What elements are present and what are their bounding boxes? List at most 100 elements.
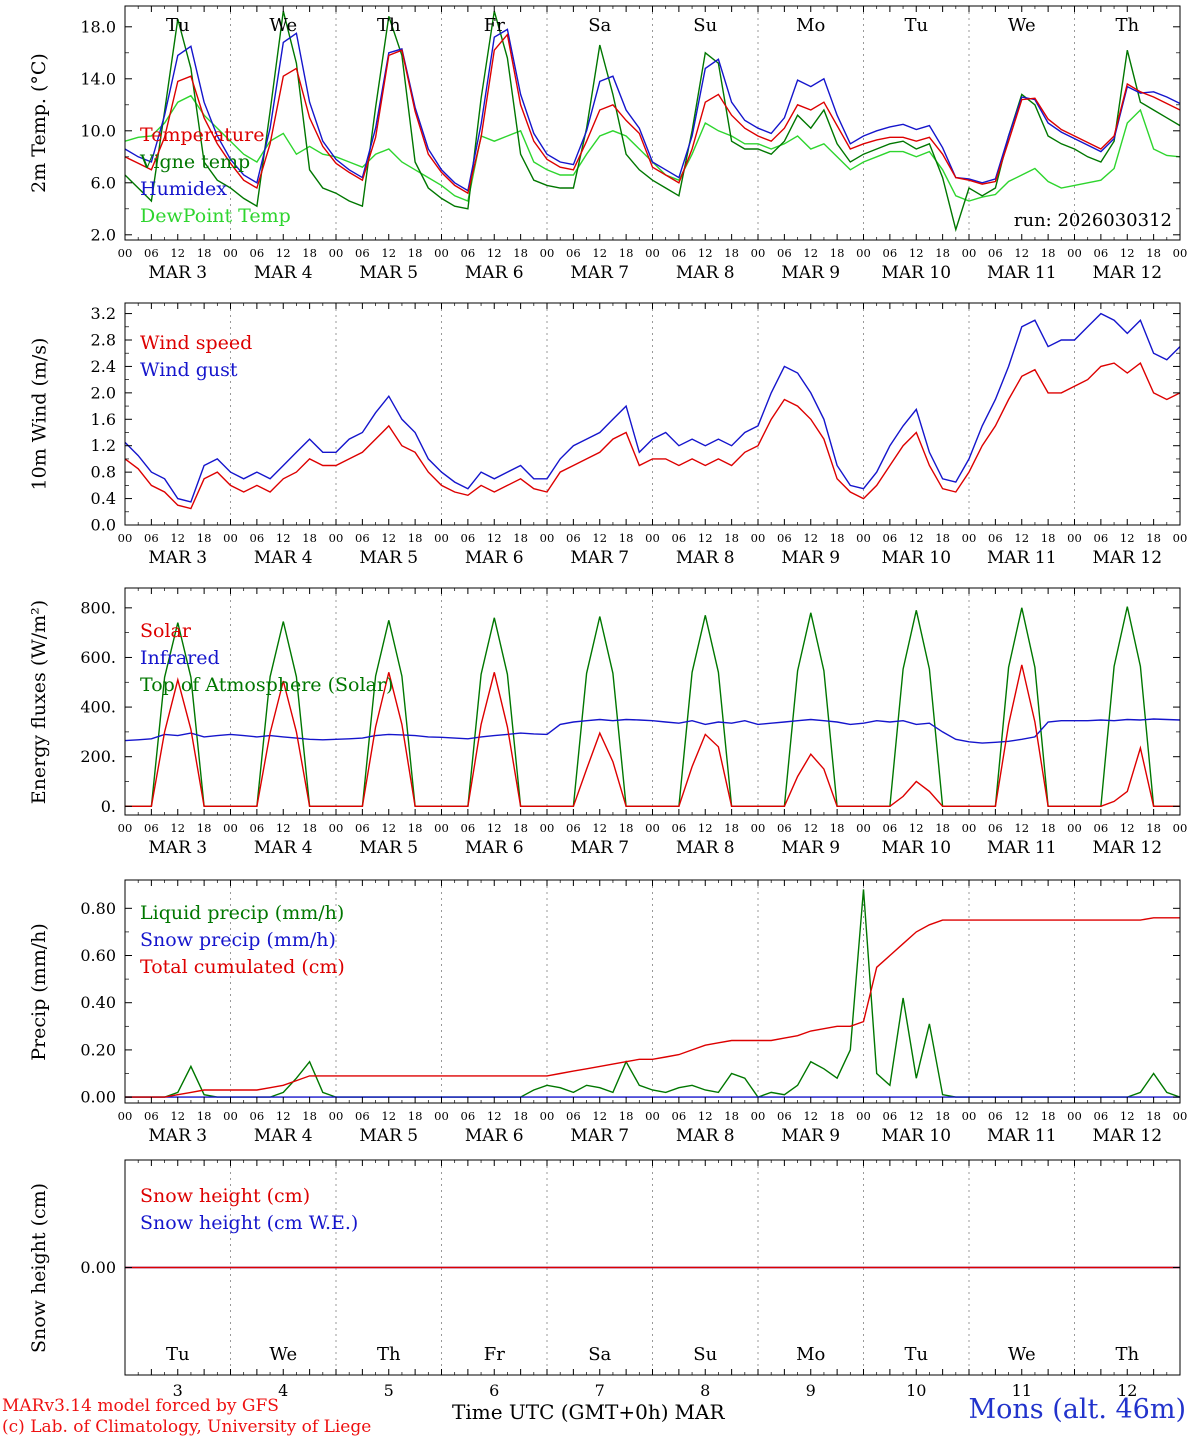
svg-text:MAR 5: MAR 5 (359, 548, 418, 568)
y-axis-title-energy: Energy fluxes (W/m²) (12, 588, 66, 815)
svg-text:MAR 12: MAR 12 (1092, 838, 1162, 858)
svg-text:00: 00 (962, 1109, 977, 1123)
svg-text:2.0: 2.0 (91, 225, 116, 244)
legend-energy-panel: Solar Infrared Top of Atmosphere (Solar) (140, 618, 393, 699)
svg-text:400.: 400. (80, 698, 116, 717)
svg-text:MAR 4: MAR 4 (254, 838, 313, 858)
svg-text:3.2: 3.2 (91, 304, 116, 323)
svg-text:MAR 9: MAR 9 (781, 263, 840, 283)
svg-text:00: 00 (856, 246, 871, 260)
svg-text:0.20: 0.20 (80, 1040, 116, 1059)
svg-text:0.00: 0.00 (80, 1088, 116, 1107)
svg-text:MAR 3: MAR 3 (148, 838, 207, 858)
svg-text:We: We (269, 15, 297, 36)
svg-text:MAR 5: MAR 5 (359, 1126, 418, 1146)
svg-text:12: 12 (1014, 531, 1029, 545)
svg-text:18: 18 (830, 821, 845, 835)
svg-text:06: 06 (250, 246, 265, 260)
svg-text:4: 4 (278, 1381, 288, 1400)
credit-line-2: (c) Lab. of Climatology, University of L… (2, 1417, 372, 1437)
svg-text:00: 00 (962, 531, 977, 545)
svg-text:MAR 9: MAR 9 (781, 838, 840, 858)
svg-text:06: 06 (672, 821, 687, 835)
svg-text:00: 00 (540, 821, 555, 835)
svg-text:Su: Su (693, 1344, 717, 1365)
legend-snow-panel: Snow height (cm) Snow height (cm W.E.) (140, 1183, 358, 1237)
svg-text:2.0: 2.0 (91, 383, 116, 402)
svg-text:MAR 6: MAR 6 (465, 263, 524, 283)
svg-text:12: 12 (909, 821, 924, 835)
y-axis-title-precip-text: Precip (mm/h) (28, 922, 50, 1061)
svg-text:MAR 8: MAR 8 (676, 838, 735, 858)
svg-text:5: 5 (384, 1381, 394, 1400)
legend-item-dewpoint: DewPoint Temp (140, 205, 291, 227)
svg-text:00: 00 (645, 821, 660, 835)
svg-text:00: 00 (645, 1109, 660, 1123)
legend-item-wind-gust: Wind gust (140, 359, 238, 381)
svg-text:12: 12 (170, 821, 185, 835)
svg-text:Th: Th (1115, 15, 1139, 36)
svg-text:6.0: 6.0 (91, 173, 116, 192)
svg-text:00: 00 (223, 1109, 238, 1123)
svg-text:18: 18 (1146, 531, 1161, 545)
svg-text:00: 00 (329, 531, 344, 545)
svg-text:12: 12 (909, 246, 924, 260)
svg-text:200.: 200. (80, 747, 116, 766)
svg-text:06: 06 (461, 531, 476, 545)
svg-text:12: 12 (1120, 246, 1135, 260)
svg-text:Tu: Tu (904, 15, 928, 36)
legend-item-total-cumulated: Total cumulated (cm) (140, 956, 345, 978)
svg-text:MAR 10: MAR 10 (881, 263, 951, 283)
legend-item-liquid-precip: Liquid precip (mm/h) (140, 902, 345, 924)
svg-text:18: 18 (935, 821, 950, 835)
y-axis-title-precip: Precip (mm/h) (12, 880, 66, 1103)
svg-text:We: We (1008, 15, 1036, 36)
svg-text:18: 18 (619, 1109, 634, 1123)
svg-text:00: 00 (1173, 246, 1188, 260)
svg-text:12: 12 (803, 531, 818, 545)
svg-text:MAR 4: MAR 4 (254, 263, 313, 283)
svg-text:12: 12 (803, 821, 818, 835)
svg-text:MAR 11: MAR 11 (987, 838, 1057, 858)
svg-text:MAR 7: MAR 7 (570, 263, 629, 283)
svg-text:12: 12 (803, 1109, 818, 1123)
svg-text:0.: 0. (101, 797, 116, 816)
svg-text:18: 18 (197, 246, 212, 260)
legend-item-temperature: Temperature (140, 124, 265, 146)
svg-text:MAR 6: MAR 6 (465, 1126, 524, 1146)
svg-text:18: 18 (513, 821, 528, 835)
svg-text:06: 06 (672, 531, 687, 545)
svg-text:18: 18 (197, 1109, 212, 1123)
svg-text:MAR 9: MAR 9 (781, 548, 840, 568)
svg-text:18: 18 (302, 821, 317, 835)
svg-text:00: 00 (434, 821, 449, 835)
model-run-label: run: 2026030312 (1013, 210, 1172, 231)
svg-text:00: 00 (434, 1109, 449, 1123)
svg-text:06: 06 (461, 821, 476, 835)
svg-text:0.00: 0.00 (80, 1258, 116, 1277)
legend-precip-panel: Liquid precip (mm/h) Snow precip (mm/h) … (140, 900, 345, 981)
svg-text:Tu: Tu (904, 1344, 928, 1365)
svg-text:18: 18 (197, 531, 212, 545)
svg-text:00: 00 (329, 1109, 344, 1123)
station-label: Mons (alt. 46m) (968, 1394, 1186, 1425)
svg-text:12: 12 (487, 246, 502, 260)
svg-text:00: 00 (540, 246, 555, 260)
svg-text:MAR 7: MAR 7 (570, 1126, 629, 1146)
svg-text:18: 18 (724, 246, 739, 260)
svg-text:12: 12 (592, 1109, 607, 1123)
svg-text:06: 06 (566, 246, 581, 260)
svg-text:06: 06 (355, 246, 370, 260)
svg-text:MAR 3: MAR 3 (148, 1126, 207, 1146)
svg-text:12: 12 (1014, 1109, 1029, 1123)
svg-text:06: 06 (1094, 1109, 1109, 1123)
svg-text:MAR 9: MAR 9 (781, 1126, 840, 1146)
svg-text:18: 18 (408, 246, 423, 260)
svg-text:12: 12 (381, 821, 396, 835)
svg-text:18: 18 (513, 531, 528, 545)
legend-item-wind-speed: Wind speed (140, 332, 253, 354)
svg-text:06: 06 (566, 531, 581, 545)
svg-text:0.80: 0.80 (80, 899, 116, 918)
svg-text:18: 18 (935, 246, 950, 260)
